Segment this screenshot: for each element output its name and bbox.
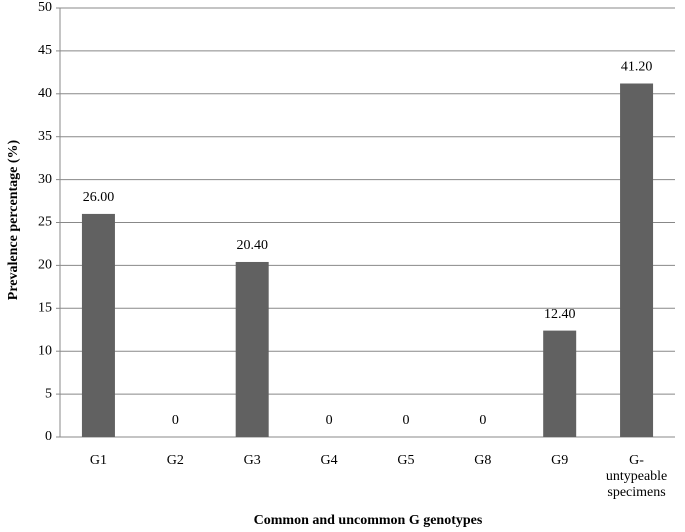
y-tick-label: 50 [38, 0, 52, 15]
bar [81, 213, 115, 437]
x-axis-title: Common and uncommon G genotypes [254, 513, 483, 528]
value-label: 26.00 [83, 190, 115, 205]
x-tick-label: G9 [551, 453, 569, 468]
x-tick-label: G4 [320, 453, 338, 468]
y-axis-title: Prevalence percentage (%) [6, 139, 21, 300]
value-label: 12.40 [544, 307, 576, 322]
y-tick-label: 20 [38, 258, 52, 273]
x-tick-label: G-untypeable specimens [605, 453, 668, 500]
y-tick-label: 40 [38, 86, 52, 101]
bar [620, 83, 654, 437]
y-tick-label: 30 [38, 172, 52, 187]
x-tick-label: G1 [89, 453, 107, 468]
y-tick-label: 25 [38, 215, 52, 230]
value-label: 0 [402, 413, 409, 428]
value-label: 0 [479, 413, 486, 428]
y-tick-label: 45 [38, 43, 52, 58]
y-tick-label: 15 [38, 301, 52, 316]
y-tick-label: 35 [38, 129, 52, 144]
value-label: 41.20 [621, 60, 653, 75]
y-tick-label: 5 [45, 386, 52, 401]
x-tick-label: G8 [474, 453, 492, 468]
x-tick-label: G3 [243, 453, 261, 468]
y-tick-label: 0 [45, 429, 52, 444]
value-label: 0 [172, 413, 179, 428]
bar [235, 261, 269, 437]
bar [543, 330, 577, 437]
y-tick-label: 10 [38, 343, 52, 358]
x-tick-label: G5 [397, 453, 415, 468]
value-label: 0 [326, 413, 333, 428]
x-tick-label: G2 [166, 453, 184, 468]
value-label: 20.40 [236, 238, 268, 253]
